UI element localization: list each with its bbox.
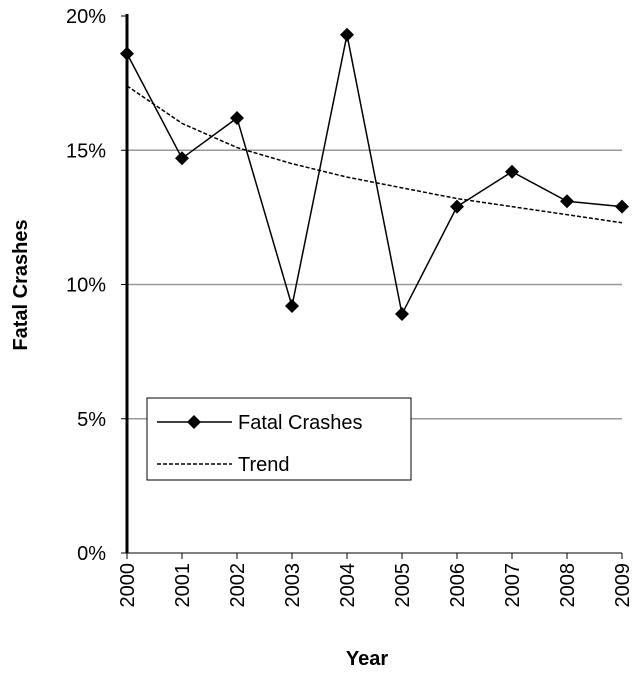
legend: Fatal Crashes Trend <box>146 397 412 481</box>
marker <box>450 199 464 214</box>
y-tick-label: 20% <box>66 6 106 28</box>
x-axis-label: Year <box>346 648 388 670</box>
trend-line <box>126 85 623 224</box>
legend-marker <box>187 415 201 429</box>
marker <box>560 194 574 209</box>
legend-box <box>146 397 412 481</box>
x-tick-label: 2004 <box>337 563 359 608</box>
marker <box>615 199 629 214</box>
legend-label: Fatal Crashes <box>238 412 363 434</box>
y-tick-label: 15% <box>66 140 106 162</box>
y-tick-label: 5% <box>77 409 106 431</box>
y-tick-label: 10% <box>66 275 106 297</box>
x-tick-label: 2005 <box>392 563 414 608</box>
series-line <box>126 34 623 317</box>
marker <box>120 46 134 61</box>
x-tick-label: 2002 <box>227 563 249 608</box>
marker <box>175 151 189 166</box>
marker <box>395 307 409 322</box>
x-tick-label: 2008 <box>557 563 579 608</box>
marker <box>230 111 244 126</box>
x-tick-label: 2003 <box>282 563 304 608</box>
marker <box>505 164 519 179</box>
x-tick-label: 2001 <box>172 563 194 608</box>
marker <box>285 298 299 313</box>
marker <box>340 27 354 42</box>
x-tick-label: 2006 <box>447 563 469 608</box>
y-axis-label: Fatal Crashes <box>10 219 32 350</box>
legend-label: Trend <box>238 454 290 476</box>
y-tick-label: 0% <box>77 543 106 565</box>
x-tick-label: 2000 <box>117 563 139 608</box>
x-tick-label: 2007 <box>502 563 524 608</box>
x-tick-label: 2009 <box>612 563 634 608</box>
